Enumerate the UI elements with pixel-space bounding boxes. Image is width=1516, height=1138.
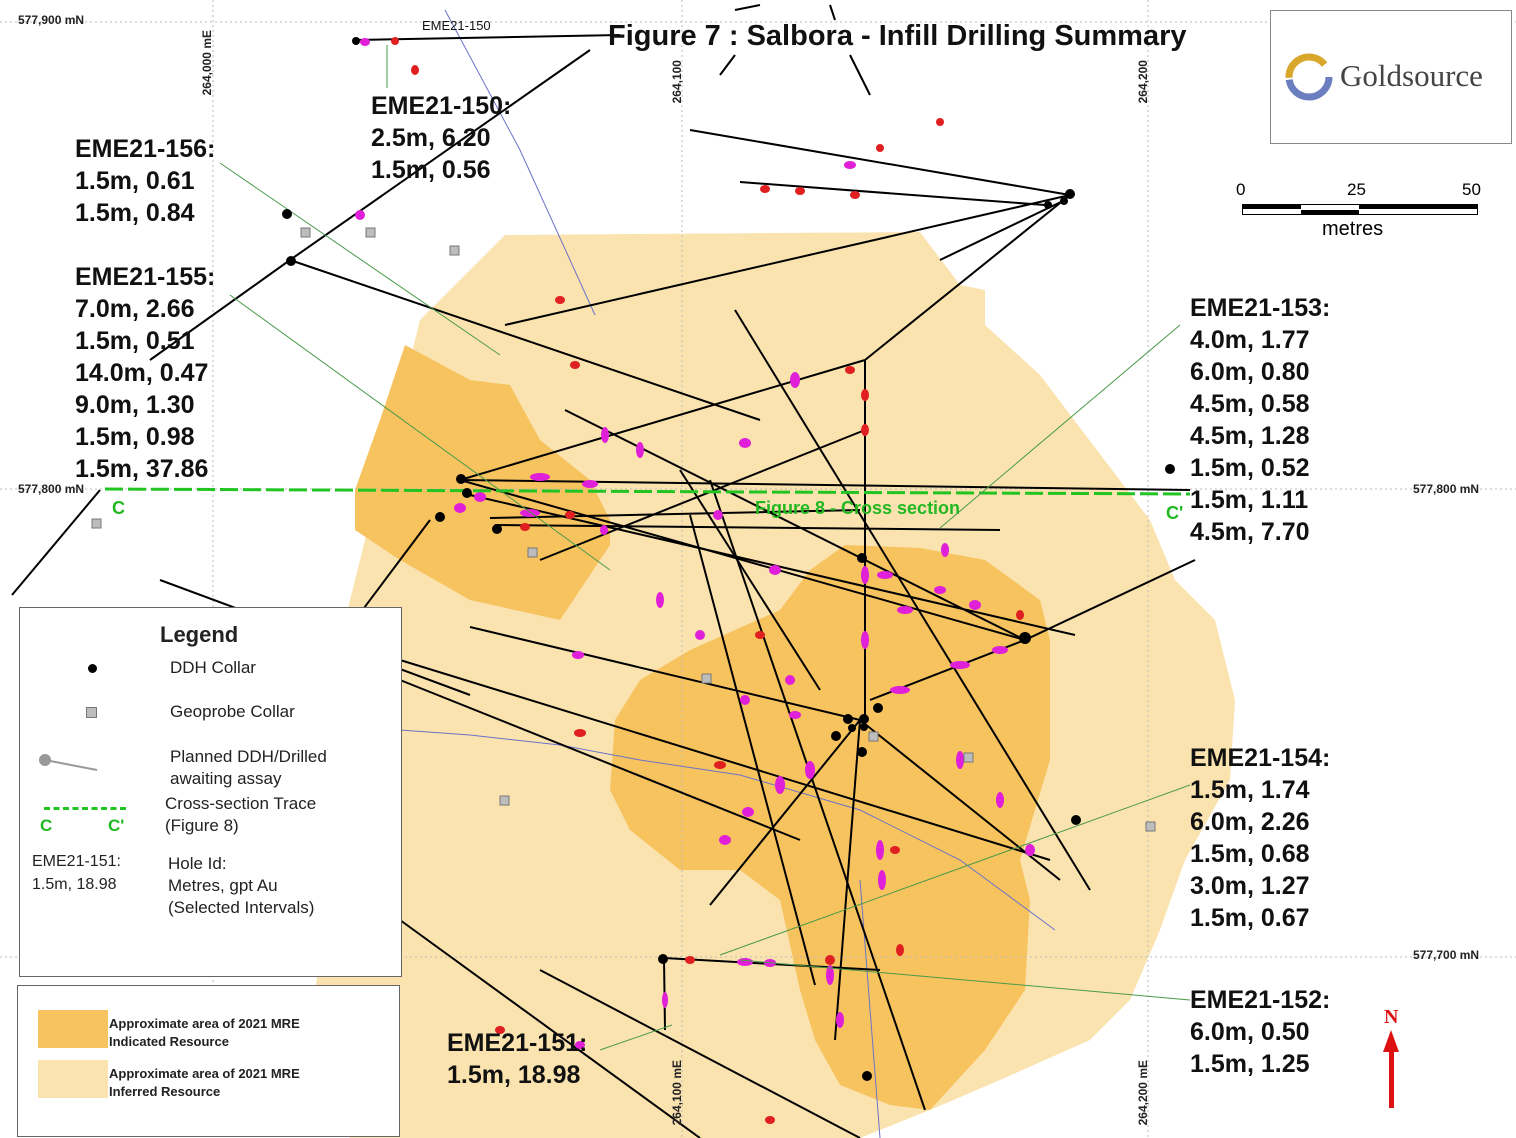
hole-interval: 6.0m, 0.80 [1190, 358, 1310, 386]
hole-interval: 4.5m, 7.70 [1190, 518, 1310, 546]
north-arrow-label: N [1384, 1006, 1399, 1028]
geoprobe-collar-icon [86, 707, 97, 718]
hole-id: EME21-150: [371, 92, 512, 120]
hole-id: EME21-154: [1190, 744, 1331, 772]
hole-interval: 1.5m, 1.25 [1190, 1050, 1310, 1078]
cross-section-trace-icon [44, 807, 126, 810]
cross-section-label: Figure 8 - Cross section [755, 498, 961, 518]
hole-interval: 4.5m, 1.28 [1190, 422, 1310, 450]
grid-label-east-264200-bottom: 264,200 mE [1136, 1060, 1150, 1126]
hole-interval: 1.5m, 0.98 [75, 423, 195, 451]
logo-text: Goldsource [1340, 58, 1483, 93]
legend-item-ddh: DDH Collar [170, 658, 256, 677]
hole-interval: 1.5m, 0.52 [1190, 454, 1310, 482]
hole-interval: 1.5m, 18.98 [447, 1061, 581, 1089]
hole-interval: 4.5m, 0.58 [1190, 390, 1310, 418]
legend-title: Legend [160, 622, 239, 647]
legend-item-geoprobe: Geoprobe Collar [170, 702, 295, 721]
hole-annotation-eme21-150: EME21-150: 2.5m, 6.20 1.5m, 0.56 [371, 90, 511, 186]
legend-trace-c: C [40, 816, 53, 835]
hole-interval: 1.5m, 1.11 [1190, 486, 1309, 514]
legend-item-planned: Planned DDH/Drilled awaiting assay [170, 747, 327, 788]
scale-bar-graphic [1242, 204, 1478, 215]
indicated-resource-area-west [355, 345, 610, 620]
legend-item-cross-section: Cross-section Trace (Figure 8) [165, 794, 317, 835]
hole-annotation-eme21-152: EME21-152: 6.0m, 0.50 1.5m, 1.25 [1190, 984, 1330, 1080]
hole-interval: 3.0m, 1.27 [1190, 872, 1310, 900]
hole-id: EME21-156: [75, 135, 216, 163]
map-title: Figure 7 : Salbora - Infill Drilling Sum… [608, 20, 1187, 52]
hole-interval: 1.5m, 0.68 [1190, 840, 1310, 868]
ddh-collars [282, 37, 1175, 1081]
legend-sample-value: 1.5m, 18.98 [32, 876, 117, 893]
hole-interval: 2.5m, 6.20 [371, 124, 491, 152]
hole-interval: 6.0m, 2.26 [1190, 808, 1310, 836]
scale-unit: metres [1322, 218, 1384, 240]
hole-interval: 7.0m, 2.66 [75, 295, 195, 323]
hole-id: EME21-152: [1190, 986, 1331, 1014]
planned-ddh-icon [39, 754, 98, 771]
legend-hole-desc-line: Metres, gpt Au [168, 876, 278, 895]
grid-label-north-top: 577,900 mN [18, 13, 85, 27]
watercourses [399, 9, 1056, 1138]
hole-interval: 1.5m, 0.84 [75, 199, 195, 227]
grid-label-north-low: 577,700 mN [1413, 948, 1480, 962]
north-arrow-icon [1383, 1030, 1399, 1108]
resource-legend-panel: Approximate area of 2021 MRE Indicated R… [17, 985, 400, 1137]
legend-hole-desc-line: (Selected Intervals) [168, 898, 315, 917]
hole-annotation-eme21-154: EME21-154: 1.5m, 1.74 6.0m, 2.26 1.5m, 0… [1190, 742, 1330, 934]
grid-label-east-264200: 264,200 [1136, 60, 1150, 104]
scale-tick-0: 0 [1236, 180, 1246, 199]
grid-label-north-mid-right: 577,800 mN [1413, 482, 1480, 496]
legend-panel: Legend DDH Collar Geoprobe Collar Planne… [19, 607, 402, 977]
cross-section-trace [104, 487, 1191, 496]
hole-annotation-eme21-156: EME21-156: 1.5m, 0.61 1.5m, 0.84 [75, 133, 215, 229]
hole-interval: 1.5m, 0.56 [371, 156, 491, 184]
hole-interval: 1.5m, 0.51 [75, 327, 195, 355]
legend-hole-desc-line: Hole Id: [168, 854, 227, 873]
grid-label-north-mid-left: 577,800 mN [18, 482, 85, 496]
hole-interval: 1.5m, 0.67 [1190, 904, 1310, 932]
scale-bar: 0 25 50 metres [1230, 180, 1490, 250]
hole-annotation-eme21-153: EME21-153: 4.0m, 1.77 6.0m, 0.80 4.5m, 0… [1190, 292, 1330, 548]
legend-trace-c-prime: C' [108, 816, 125, 835]
hole-interval: 6.0m, 0.50 [1190, 1018, 1310, 1046]
hole-interval: 14.0m, 0.47 [75, 359, 209, 387]
hole-annotation-eme21-151: EME21-151: 1.5m, 18.98 [447, 1027, 587, 1091]
logo-box [1270, 10, 1512, 144]
leader-lines [219, 45, 1191, 1051]
grid-label-east-264000: 264,000 mE [200, 30, 214, 96]
hole-id: EME21-151: [447, 1029, 588, 1057]
hole-interval: 1.5m, 37.86 [75, 455, 209, 483]
scale-tick-25: 25 [1347, 180, 1366, 199]
hole-interval: 4.0m, 1.77 [1190, 326, 1310, 354]
assay-intercepts [355, 37, 1035, 1124]
hole-id: EME21-155: [75, 263, 216, 291]
legend-indicated: Approximate area of 2021 MRE Indicated R… [109, 1016, 300, 1049]
logo-icon [1285, 53, 1333, 101]
hole-annotation-eme21-155: EME21-155: 7.0m, 2.66 1.5m, 0.51 14.0m, … [75, 261, 215, 485]
hole-interval: 1.5m, 0.61 [75, 167, 195, 195]
hole-id: EME21-153: [1190, 294, 1331, 322]
grid-label-east-264100: 264,100 [670, 60, 684, 104]
legend-hole-desc: Hole Id: Metres, gpt Au (Selected Interv… [168, 853, 314, 919]
hole-interval: 9.0m, 1.30 [75, 391, 195, 419]
legend-sample-id: EME21-151: [32, 853, 121, 870]
inferred-swatch [38, 1060, 108, 1098]
cross-section-c-right: C' [1166, 503, 1184, 523]
hole-interval: 1.5m, 1.74 [1190, 776, 1310, 804]
small-hole-label: EME21-150 [422, 18, 491, 33]
ddh-collar-icon [88, 664, 97, 673]
cross-section-c-left: C [112, 498, 125, 518]
scale-tick-50: 50 [1462, 180, 1481, 199]
geoprobe-collars [91, 227, 1156, 832]
legend-inferred: Approximate area of 2021 MRE Inferred Re… [109, 1066, 300, 1099]
indicated-swatch [38, 1010, 108, 1048]
grid-label-east-264100-bottom: 264,100 mE [670, 1060, 684, 1126]
